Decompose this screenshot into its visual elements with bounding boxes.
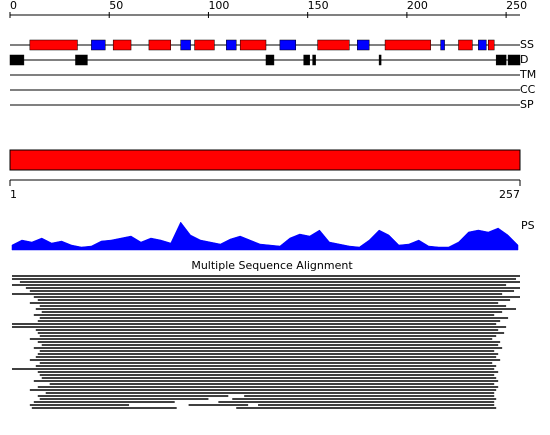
track-label: TM: [519, 68, 536, 81]
profile-area: [11, 221, 519, 251]
feature-segment: [440, 39, 445, 51]
feature-segment: [180, 39, 191, 51]
ruler-label: 50: [109, 0, 123, 12]
ruler-label: 150: [308, 0, 329, 12]
feature-segment: [357, 39, 370, 51]
feature-segment: [148, 39, 171, 51]
feature-segment: [303, 54, 310, 66]
feature-segment: [9, 54, 25, 66]
profile-label: PS: [521, 219, 535, 232]
feature-segment: [194, 39, 215, 51]
feature-segment: [91, 39, 106, 51]
feature-segment: [478, 39, 487, 51]
ruler-label: 100: [208, 0, 229, 12]
feature-segment: [378, 54, 382, 66]
feature-segment: [112, 39, 132, 51]
feature-segment: [487, 39, 495, 51]
alignment-title: Multiple Sequence Alignment: [191, 259, 353, 272]
ruler-label: 200: [407, 0, 428, 12]
track-label: CC: [520, 83, 536, 96]
feature-segment: [495, 54, 507, 66]
feature-segment: [75, 54, 88, 66]
track-label: SP: [520, 98, 534, 111]
ruler-label: 0: [10, 0, 17, 12]
feature-segment: [317, 39, 350, 51]
feature-segment: [226, 39, 237, 51]
feature-segment: [384, 39, 431, 51]
feature-segment: [458, 39, 473, 51]
feature-segment: [507, 54, 521, 66]
track-label: SS: [520, 38, 534, 51]
feature-segment: [239, 39, 267, 51]
track-label: D: [520, 53, 528, 66]
feature-segment: [279, 39, 297, 51]
feature-segment: [29, 39, 78, 51]
bottom-ruler-label: 257: [499, 188, 520, 201]
ruler-label: 250: [506, 0, 527, 12]
bottom-ruler-label: 1: [10, 188, 17, 201]
sequence-bar: [9, 149, 521, 171]
feature-segment: [312, 54, 316, 66]
feature-segment: [265, 54, 275, 66]
